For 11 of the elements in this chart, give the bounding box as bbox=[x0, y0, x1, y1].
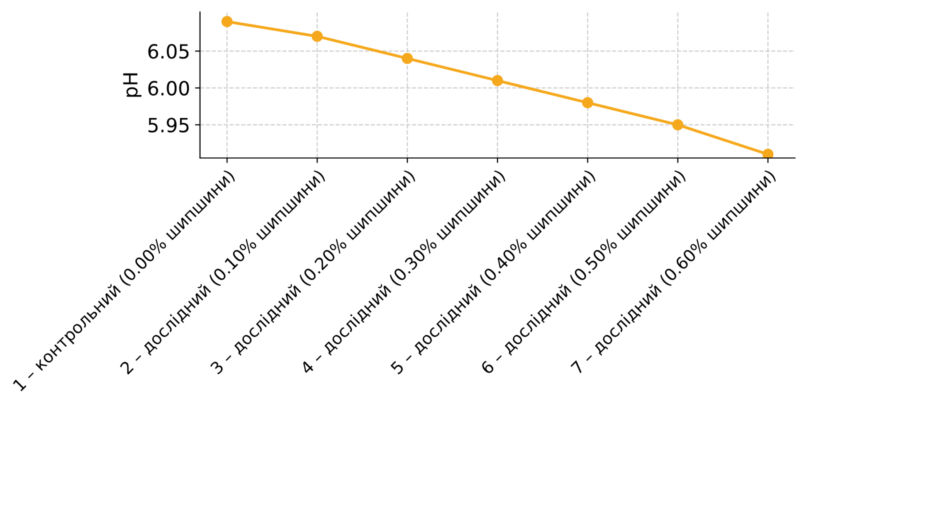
point bbox=[582, 97, 594, 108]
point bbox=[672, 119, 684, 130]
y-axis-title: pH bbox=[123, 73, 142, 97]
point bbox=[312, 30, 323, 42]
y-tick-label: 6.00 bbox=[148, 80, 189, 96]
point bbox=[402, 52, 413, 64]
point bbox=[762, 148, 774, 158]
y-tick-label: 5.95 bbox=[148, 118, 189, 132]
point bbox=[221, 16, 233, 28]
point bbox=[492, 75, 504, 86]
y-tick-label: 6.05 bbox=[148, 44, 189, 59]
